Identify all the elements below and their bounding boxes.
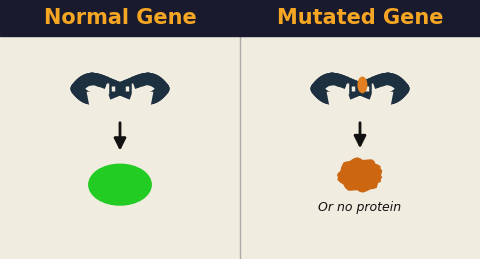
- Ellipse shape: [358, 77, 367, 92]
- Text: Normal Gene: Normal Gene: [44, 8, 196, 28]
- Bar: [0, 0, 480, 36]
- Polygon shape: [338, 158, 382, 192]
- Text: Mutated Gene: Mutated Gene: [277, 8, 443, 28]
- Text: Or no protein: Or no protein: [318, 201, 402, 214]
- Ellipse shape: [89, 164, 151, 205]
